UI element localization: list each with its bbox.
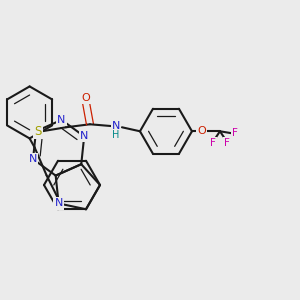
Text: N: N — [57, 115, 66, 125]
Text: O: O — [198, 126, 206, 136]
Text: O: O — [82, 93, 90, 103]
Text: F: F — [232, 128, 238, 138]
Text: N: N — [80, 131, 88, 141]
Text: F: F — [224, 138, 230, 148]
Text: N: N — [29, 154, 37, 164]
Text: N: N — [112, 121, 120, 131]
Text: S: S — [34, 125, 42, 138]
Text: N: N — [54, 198, 63, 208]
Text: F: F — [210, 138, 216, 148]
Text: H: H — [112, 130, 120, 140]
